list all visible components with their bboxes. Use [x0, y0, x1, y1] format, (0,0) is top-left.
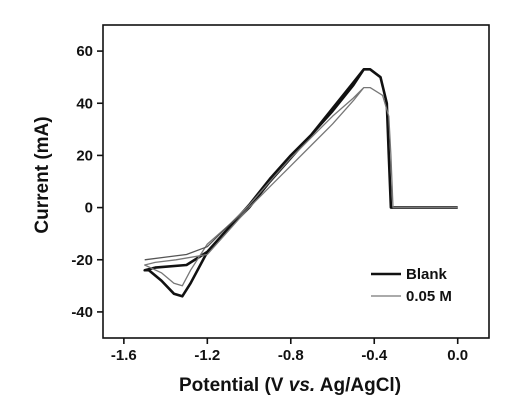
x-axis-title-vs: vs.: [289, 375, 315, 396]
legend: Blank 0.05 M: [371, 266, 452, 305]
x-axis-title-part-1: Potential (V: [179, 375, 289, 396]
x-tick-label: -1.2: [194, 347, 220, 364]
x-tick-label: -0.4: [361, 347, 388, 364]
x-axis-title: Potential (V vs. Ag/AgCl): [179, 375, 401, 396]
y-tick-label: 60: [76, 43, 93, 60]
series-line-0-05-m: [145, 88, 458, 286]
y-tick-label: -40: [71, 304, 93, 321]
y-tick-label: 20: [76, 147, 93, 164]
x-axis-title-part-3: Ag/AgCl): [315, 375, 401, 396]
axes-layer: -1.6 -1.2 -0.8 -0.4 0.0 -40 -20 0 20 40 60: [71, 43, 468, 364]
x-tick-label: -1.6: [111, 347, 137, 364]
series-line-unlabeled-2: [145, 208, 249, 260]
legend-label: Blank: [406, 266, 448, 283]
y-axis-title: Current (mA): [32, 116, 53, 233]
y-tick-label: 40: [76, 95, 93, 112]
x-tick-label: 0.0: [447, 347, 468, 364]
x-tick-label: -0.8: [278, 347, 304, 364]
legend-label: 0.05 M: [406, 288, 452, 305]
series-line-blank: [145, 69, 458, 296]
y-tick-label: -20: [71, 252, 93, 269]
y-tick-label: 0: [85, 200, 93, 217]
series-layer: [145, 69, 458, 296]
